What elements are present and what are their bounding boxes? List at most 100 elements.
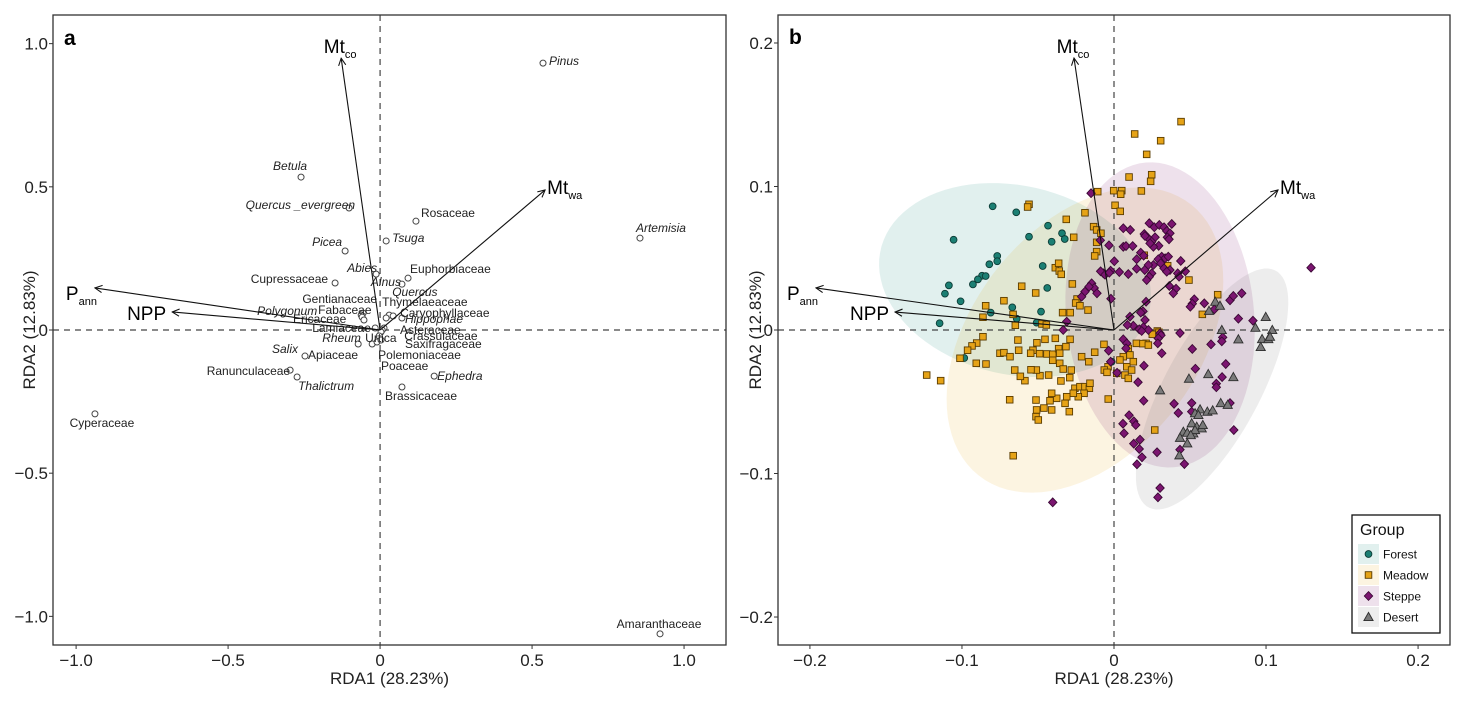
steppe-sample-point bbox=[1228, 424, 1239, 436]
taxon-label: Ranunculaceae bbox=[207, 364, 291, 378]
meadow-sample-point bbox=[1084, 306, 1092, 314]
taxon-label: Polemoniaceae bbox=[378, 348, 461, 362]
meadow-sample-point bbox=[979, 313, 987, 321]
y-axis-title: RDA2 (12.83%) bbox=[20, 270, 39, 389]
steppe-sample-point bbox=[1125, 224, 1136, 236]
meadow-sample-point bbox=[1016, 372, 1025, 381]
meadow-sample-point bbox=[1067, 366, 1076, 374]
meadow-sample-point bbox=[1009, 310, 1017, 319]
forest-sample-point bbox=[1037, 307, 1045, 316]
steppe-sample-point bbox=[1123, 268, 1134, 280]
taxon-label: Rheum bbox=[322, 331, 361, 345]
steppe-sample-point bbox=[1103, 345, 1114, 356]
meadow-sample-point bbox=[1068, 280, 1077, 288]
x-tick-label: 0 bbox=[375, 651, 384, 670]
meadow-sample-point bbox=[1062, 392, 1071, 401]
steppe-sample-point bbox=[1236, 288, 1247, 299]
taxon-label: Amaranthaceae bbox=[617, 617, 702, 631]
meadow-sample-point bbox=[972, 359, 981, 368]
taxon-label: Alnus bbox=[370, 275, 401, 289]
x-tick-label: −0.1 bbox=[945, 651, 979, 670]
forest-sample-point bbox=[1038, 262, 1047, 270]
desert-sample-point bbox=[1233, 333, 1244, 344]
steppe-sample-point bbox=[1179, 458, 1190, 470]
forest-sample-point bbox=[945, 281, 953, 290]
steppe-sample-point bbox=[1131, 263, 1142, 274]
steppe-sample-point bbox=[1128, 438, 1139, 449]
meadow-sample-point bbox=[1124, 374, 1133, 383]
meadow-sample-point bbox=[1057, 270, 1065, 279]
x-tick-label: 0 bbox=[1109, 651, 1118, 670]
taxon-label: Quercus _evergreen bbox=[246, 198, 356, 212]
x-tick-label: −0.2 bbox=[793, 651, 827, 670]
meadow-sample-point bbox=[1034, 416, 1043, 424]
meadow-sample-point bbox=[936, 376, 945, 385]
steppe-sample-point bbox=[1190, 363, 1201, 374]
arrow-label: NPP bbox=[127, 304, 166, 325]
legend-label: Steppe bbox=[1383, 590, 1421, 604]
y-tick-label: −0.1 bbox=[739, 465, 773, 484]
steppe-sample-point bbox=[1173, 407, 1184, 418]
ellipse-steppe bbox=[1065, 162, 1255, 468]
taxon-point bbox=[341, 247, 349, 255]
steppe-sample-point bbox=[1306, 262, 1316, 273]
x-tick-label: 0.2 bbox=[1406, 651, 1430, 670]
taxon-label: Abies bbox=[346, 261, 377, 275]
steppe-sample-point bbox=[1140, 230, 1150, 242]
taxon-label: Caryophyllaceae bbox=[400, 306, 490, 320]
desert-sample-point bbox=[1216, 324, 1228, 335]
meadow-sample-point bbox=[968, 342, 976, 350]
meadow-sample-point bbox=[1062, 342, 1070, 351]
meadow-sample-point bbox=[1040, 404, 1048, 412]
meadow-sample-point bbox=[1132, 339, 1141, 348]
panel-label: b bbox=[789, 26, 802, 49]
legend-label: Meadow bbox=[1383, 569, 1429, 583]
steppe-sample-point bbox=[1127, 240, 1138, 252]
forest-sample-point bbox=[956, 297, 965, 306]
meadow-sample-point bbox=[1127, 366, 1136, 374]
meadow-sample-point bbox=[1066, 308, 1074, 317]
meadow-sample-point bbox=[1100, 340, 1108, 349]
desert-sample-point bbox=[1250, 322, 1261, 332]
taxon-label: Rosaceae bbox=[421, 206, 475, 220]
meadow-sample-point bbox=[1150, 426, 1159, 434]
arrow-label: Pann bbox=[787, 284, 818, 308]
x-tick-label: 1.0 bbox=[672, 651, 696, 670]
meadow-sample-point bbox=[1069, 389, 1078, 398]
panel-a-marks: Pinus Betula Quercus _evergreen Rosaceae Tsu… bbox=[14, 15, 726, 670]
taxon-point bbox=[382, 314, 390, 322]
meadow-sample-point bbox=[1032, 406, 1041, 414]
forest-sample-point bbox=[1043, 284, 1052, 292]
forest-sample-point bbox=[974, 275, 982, 284]
meadow-sample-point bbox=[979, 332, 987, 341]
taxon-label: Tsuga bbox=[392, 231, 425, 245]
meadow-sample-point bbox=[1103, 368, 1111, 377]
steppe-sample-point bbox=[1180, 266, 1191, 277]
steppe-sample-point bbox=[1199, 298, 1210, 309]
x-tick-label: 0.1 bbox=[1254, 651, 1278, 670]
meadow-sample-point bbox=[1069, 233, 1078, 242]
steppe-sample-point bbox=[1138, 250, 1149, 261]
desert-sample-point bbox=[1186, 417, 1198, 428]
meadow-sample-point bbox=[1066, 335, 1074, 344]
meadow-sample-point bbox=[1156, 136, 1165, 145]
meadow-sample-point bbox=[1116, 356, 1124, 364]
arrow-label: Mtwa bbox=[547, 178, 583, 202]
taxon-label: Poaceae bbox=[381, 359, 429, 373]
panel-a-plot-frame bbox=[52, 14, 727, 646]
meadow-sample-point bbox=[1146, 177, 1155, 186]
meadow-sample-point bbox=[1125, 173, 1133, 181]
arrow-label-main: Mt bbox=[1057, 37, 1079, 58]
steppe-sample-point bbox=[1185, 301, 1196, 312]
arrow-label-main: Mt bbox=[324, 37, 346, 58]
taxon-label: Asteraceae bbox=[400, 323, 461, 337]
x-axis-title: RDA1 (28.23%) bbox=[1054, 669, 1173, 688]
legend-title: Group bbox=[1360, 522, 1405, 539]
desert-sample-point bbox=[1183, 373, 1195, 383]
desert-sample-point bbox=[1203, 305, 1215, 315]
meadow-sample-point bbox=[1006, 352, 1014, 361]
taxon-label: Cyperaceae bbox=[70, 416, 135, 430]
meadow-sample-point bbox=[1086, 379, 1094, 387]
